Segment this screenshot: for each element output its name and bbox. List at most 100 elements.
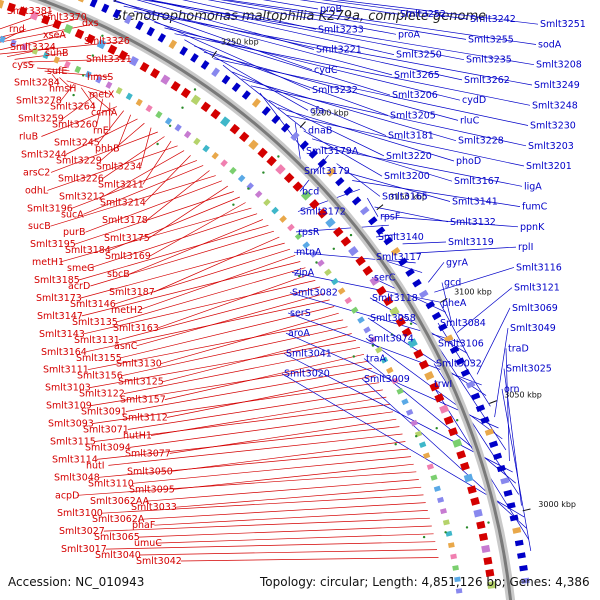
grid-dot [349,233,353,237]
gene-label-left: Smlt3175 [104,233,150,244]
forward-feature [107,44,118,55]
cds-block [450,553,457,560]
cds-block [357,316,365,324]
left-connector [96,98,104,125]
reverse-feature [519,564,528,572]
gene-label-left: Smlt3040 [95,550,141,561]
right-connector [434,267,515,293]
gene-label-left: Smlt3370 [41,12,87,23]
right-connector [250,85,527,147]
gene-label-left: Smlt3326 [84,36,130,47]
gene-label-right: rplI [518,242,533,253]
right-connector [286,114,525,167]
grid-dot [415,435,418,438]
left-connector [144,155,191,203]
gene-label-right: zipA [294,267,315,278]
gene-label-left: Smlt3115 [50,437,96,448]
reverse-feature [412,278,422,288]
left-connector [103,517,430,532]
gene-label-right: Smlt3117 [376,252,422,263]
reverse-feature [359,206,370,216]
gene-label-left: Smlt3062AA [90,496,150,507]
reverse-feature [211,67,221,77]
cds-block [135,98,143,107]
gene-label-left: suhB [45,48,69,59]
gene-label-right: Smlt3201 [526,161,572,172]
reverse-feature [512,527,522,534]
gene-label-left: Smlt3187 [109,287,155,298]
reverse-feature [390,246,401,256]
left-connector [105,541,436,550]
tick-mark [440,297,448,303]
gene-label-left: Smlt3050 [127,466,173,477]
grid-dot [435,427,438,430]
forward-feature [407,338,418,349]
right-connector [299,0,399,15]
left-connector [60,83,75,101]
gene-label-right: Smlt3009 [364,374,410,385]
grid-dot [101,34,104,37]
grid-dot [193,88,197,91]
reverse-feature [488,440,499,449]
grid-dot [156,142,159,146]
gene-label-left: Smlt3244 [21,150,67,161]
left-connector [50,175,216,227]
reverse-feature [444,334,454,343]
forward-feature [413,349,424,359]
gene-label-left: Smlt3017 [61,544,107,555]
forward-feature [210,108,221,120]
forward-feature [470,497,480,506]
gene-label-right: Smlt3121 [514,283,560,294]
gene-label-left: Smlt3229 [56,156,102,167]
gene-label-right: Smlt3220 [386,151,432,162]
right-connector [335,0,539,25]
left-connector [129,219,263,275]
right-connector [361,378,527,529]
gene-label-right: Smlt3248 [532,100,578,111]
right-connector [456,287,513,333]
forward-feature [6,2,16,13]
left-connector [101,494,424,514]
cds-block [410,419,418,427]
forward-feature [128,55,139,67]
tick-label: 3150 kbp [389,193,427,202]
right-connector [259,92,305,152]
right-connector [222,64,307,131]
left-connector [51,73,60,83]
forward-feature [300,190,312,201]
gene-label-left: Smlt3245 [54,138,100,149]
cds-block [294,232,303,240]
forward-feature [443,415,454,426]
gene-label-left: Smlt3110 [88,478,134,489]
reverse-feature [375,226,386,236]
left-connector [83,280,316,335]
left-connector [59,207,252,263]
forward-feature [160,74,171,85]
gene-label-right: ppnK [520,222,545,233]
reverse-feature [480,416,490,424]
right-connector [220,0,467,40]
left-connector [14,52,68,60]
gene-label-left: Smlt3100 [57,508,103,519]
gene-label-right: rluC [460,115,480,126]
gene-label-left: Smlt3185 [34,275,80,286]
left-connector [0,40,129,55]
gene-label-left: Smlt3065 [94,532,140,543]
gene-label-right: dnaB [308,126,332,137]
grid-dot [465,526,469,529]
gene-label-left: sbcB [107,269,130,280]
gene-label-right: Smlt3141 [452,197,498,208]
left-connector [80,242,285,299]
gene-label-left: Smlt3311 [86,54,132,65]
reverse-feature [101,3,110,14]
right-connector [374,206,449,223]
gene-label-left: Smlt3103 [45,383,91,394]
gene-label-right: proB [320,4,342,15]
reverse-feature [455,357,465,366]
forward-feature [257,147,268,159]
gene-label-left: hutH1 [123,431,152,442]
reverse-feature [425,300,436,310]
right-connector [402,241,447,245]
reverse-feature [343,186,354,196]
